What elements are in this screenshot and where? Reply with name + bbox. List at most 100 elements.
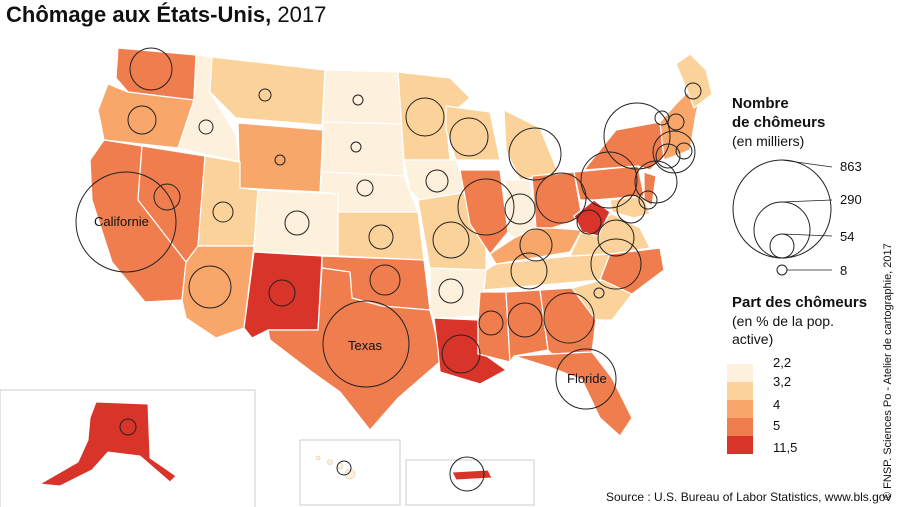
state-kentucky <box>489 227 583 265</box>
state-alaska <box>38 401 177 487</box>
circle-pennsylvania <box>580 151 638 209</box>
state-new-mexico <box>243 251 323 339</box>
state-michigan <box>503 109 559 181</box>
circle-puerto-rico <box>449 456 485 492</box>
circle-connecticut <box>655 143 681 169</box>
circle-south-dakota <box>350 141 362 153</box>
size-legend-title-line2: de chômeurs <box>732 114 826 131</box>
circle-iowa <box>425 169 449 193</box>
circle-maine <box>684 82 702 100</box>
circle-washington <box>129 47 173 91</box>
color-class-label-2: 3,2 <box>773 374 792 389</box>
circle-alabama <box>507 302 543 338</box>
circle-texas <box>322 300 410 388</box>
circle-delaware <box>638 190 658 210</box>
legend-circle-8 <box>776 264 788 276</box>
color-class-label-5: 11,5 <box>773 440 798 455</box>
state-mississippi <box>477 291 511 363</box>
map-title: Chômage aux États-Unis, 2017 <box>6 2 327 27</box>
circle-massachusetts <box>652 130 696 174</box>
puerto-rico-inset-frame <box>405 459 535 506</box>
state-arkansas <box>429 267 487 319</box>
state-new-york <box>582 121 665 171</box>
size-legend-circles <box>732 159 832 276</box>
state-hawaii <box>315 455 356 480</box>
circle-west-virginia <box>576 209 602 235</box>
size-legend-value-8: 8 <box>840 263 848 278</box>
circle-wisconsin <box>449 117 489 157</box>
circle-colorado <box>284 210 310 236</box>
color-swatch-3 <box>727 400 753 418</box>
circle-south-carolina <box>593 287 605 299</box>
state-colorado <box>253 189 339 257</box>
circle-ohio <box>535 172 587 224</box>
circle-virginia <box>597 219 635 257</box>
hawaii-inset-frame <box>299 439 401 506</box>
copyright-credit: © FNSP. Sciences Po - Atelier de cartogr… <box>882 243 894 500</box>
circle-new-york <box>603 102 671 170</box>
color-legend-title: Part des chômeurs <box>732 294 868 311</box>
color-class-label-4: 5 <box>773 418 781 433</box>
size-legend-value-290: 290 <box>840 192 862 207</box>
source-note: Source : U.S. Bureau of Labor Statistics… <box>606 490 892 504</box>
circle-nebraska <box>356 179 374 197</box>
legend-circle-290 <box>753 201 811 259</box>
state-kansas <box>337 211 425 261</box>
state-south-carolina <box>570 279 633 321</box>
circle-missouri <box>432 221 470 259</box>
color-swatch-1 <box>727 364 753 382</box>
circle-new-jersey <box>634 160 678 204</box>
circle-utah <box>212 201 234 223</box>
circle-hawaii <box>336 460 352 476</box>
state-new-jersey <box>643 171 657 208</box>
proportional-circles <box>75 47 702 492</box>
circle-rhode-island <box>675 142 693 160</box>
color-legend-subtitle-line1: (en % de la pop. <box>732 313 834 329</box>
circle-georgia <box>543 292 595 344</box>
circle-oregon <box>127 105 157 135</box>
state-virginia <box>569 213 651 257</box>
circle-oklahoma <box>369 264 401 296</box>
state-south-dakota <box>321 121 405 177</box>
state-wisconsin <box>445 105 501 161</box>
state-shapes <box>89 47 713 437</box>
circle-alaska <box>119 418 137 436</box>
state-maine <box>675 53 713 109</box>
circle-nevada <box>153 183 181 211</box>
legend-circle-54 <box>769 233 795 259</box>
circle-indiana <box>504 193 536 225</box>
circle-kansas <box>368 224 394 250</box>
circle-louisiana <box>441 334 481 374</box>
circle-north-carolina <box>590 238 642 290</box>
circle-idaho <box>198 119 214 135</box>
circle-new-mexico <box>268 279 296 307</box>
color-swatch-4 <box>727 418 753 436</box>
color-swatch-5 <box>727 436 753 454</box>
label-florida: Floride <box>567 371 607 386</box>
circle-illinois <box>457 178 515 236</box>
circle-montana <box>258 88 272 102</box>
state-montana <box>209 56 326 126</box>
circle-wyoming <box>274 154 286 166</box>
state-texas <box>267 267 443 431</box>
circle-new-hampshire <box>667 113 685 131</box>
size-legend-value-863: 863 <box>840 159 862 174</box>
circle-arizona <box>188 265 232 309</box>
size-legend-title-line1: Nombre <box>732 95 789 112</box>
circle-michigan <box>508 127 562 181</box>
size-legend-leaders <box>781 159 833 271</box>
circle-california <box>75 171 177 273</box>
color-class-label-1: 2,2 <box>773 355 792 370</box>
size-legend-subtitle: (en milliers) <box>732 133 805 149</box>
label-texas: Texas <box>348 338 382 353</box>
state-arizona <box>181 245 255 339</box>
circle-florida <box>555 348 617 410</box>
label-california: Californie <box>94 214 149 229</box>
state-florida <box>513 351 633 437</box>
circle-north-dakota <box>352 94 364 106</box>
circle-minnesota <box>405 97 445 137</box>
state-wyoming <box>237 122 324 193</box>
circle-mississippi <box>478 310 504 336</box>
circle-tennessee <box>510 252 548 290</box>
